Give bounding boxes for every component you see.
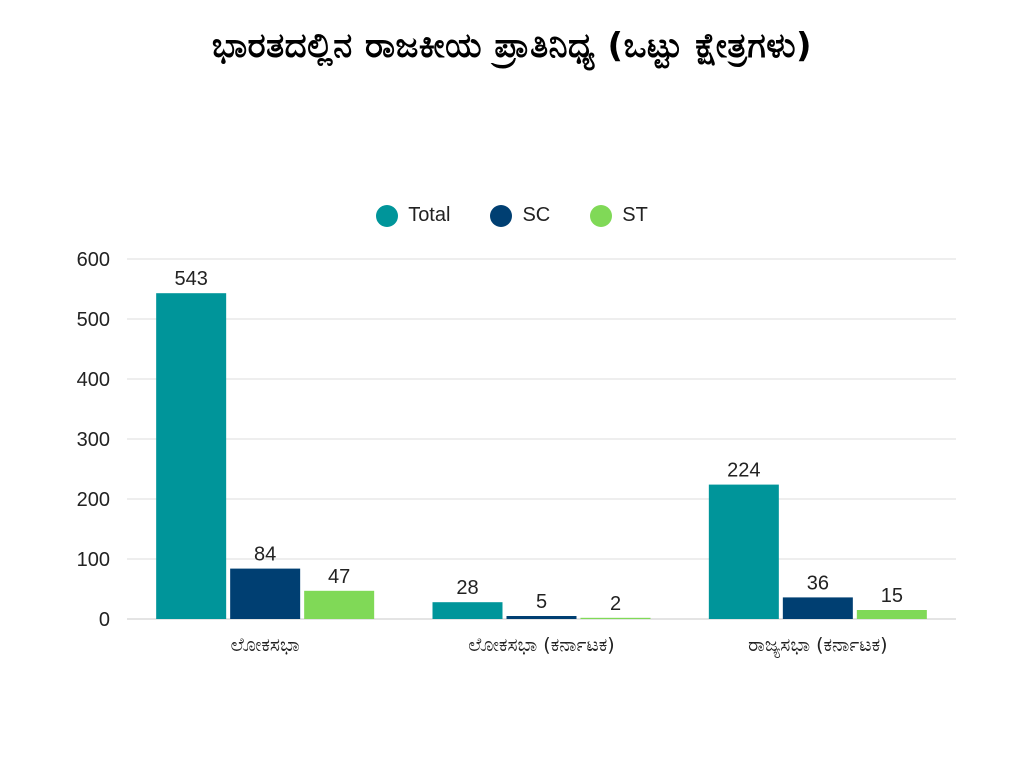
legend-swatch-total [376,204,399,227]
bar-st [856,610,927,619]
x-category-label: ಲೋಕಸಭಾ (ಕರ್ನಾಟಕ) [468,634,614,656]
data-label: 5 [536,591,547,613]
y-tick-label: 200 [77,489,110,511]
legend: Total SC ST [0,204,1024,227]
legend-item-total: Total [376,204,450,227]
data-label: 224 [727,460,760,482]
data-label: 36 [807,572,829,594]
legend-label-total: Total [408,204,451,226]
y-tick-label: 500 [77,309,110,331]
data-label: 543 [174,268,207,290]
legend-item-st: ST [590,204,648,227]
data-label: 15 [881,585,903,607]
bar-sc [782,597,853,619]
data-label: 47 [328,566,350,588]
data-label: 84 [254,544,276,566]
bar-total [432,602,503,619]
x-category-label: ರಾಜ್ಯಸಭಾ (ಕರ್ನಾಟಕ) [748,634,887,659]
bar-sc [506,616,577,619]
legend-swatch-sc [490,204,513,227]
bar-sc [230,568,301,619]
bar-total [156,293,227,619]
x-category-label: ಲೋಕಸಭಾ [231,634,300,656]
data-label: 28 [456,577,478,599]
legend-item-sc: SC [490,204,550,227]
bar-st [580,617,651,619]
y-tick-label: 0 [99,609,110,631]
legend-label-st: ST [622,204,648,226]
data-label: 2 [610,593,621,615]
chart-title: ಭಾರತದಲ್ಲಿನ ರಾಜಕೀಯ ಪ್ರಾತಿನಿಧ್ಯ (ಒಟ್ಟು ಕ್ಷ… [211,26,813,66]
y-tick-label: 300 [77,429,110,451]
y-tick-label: 400 [77,369,110,391]
bar-total [708,484,779,619]
y-tick-label: 600 [77,249,110,271]
bar-st [304,590,375,619]
legend-swatch-st [590,204,613,227]
legend-label-sc: SC [522,204,551,226]
y-tick-label: 100 [77,549,110,571]
